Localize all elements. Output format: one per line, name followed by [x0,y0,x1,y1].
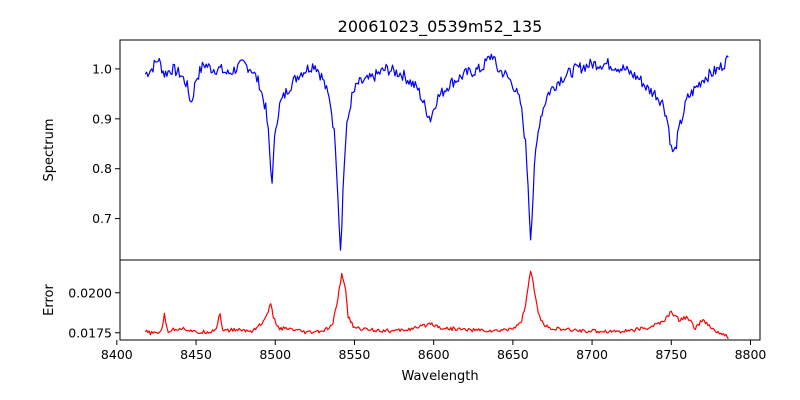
x-axis-label: Wavelength [401,369,478,384]
spectrum-series [144,53,729,251]
x-tick-label: 8700 [576,347,608,362]
error-x-ticks: 8400 8450 8500 8550 8600 8650 8700 8750 8800 [101,340,767,362]
error-y-tick-label: 0.0175 [68,325,112,340]
error-panel: 0.0175 0.0200 8400 8450 8500 8550 8600 8650 870… [42,259,767,384]
spectrum-line [144,53,729,251]
error-y-tick-label: 0.0200 [68,285,112,300]
spectrum-panel: 20061023_0539m52_135 0.7 0.8 0.9 1.0 Spectr… [42,17,761,261]
error-series [144,270,729,340]
spectrum-y-tick-label: 1.0 [92,61,112,76]
x-tick-label: 8600 [418,347,450,362]
error-y-axis-label: Error [42,284,57,316]
x-tick-label: 8800 [735,347,767,362]
x-tick-label: 8750 [655,347,687,362]
error-line [144,270,729,340]
spectrum-y-axis-label: Spectrum [42,119,57,182]
spectrum-y-tick-label: 0.7 [92,211,112,226]
x-tick-label: 8450 [180,347,212,362]
error-y-ticks: 0.0175 0.0200 [68,285,120,340]
chart-title: 20061023_0539m52_135 [338,17,543,37]
x-tick-label: 8550 [339,347,371,362]
x-tick-label: 8400 [101,347,133,362]
spectrum-y-tick-label: 0.9 [92,111,112,126]
x-tick-label: 8650 [497,347,529,362]
spectrum-y-ticks: 0.7 0.8 0.9 1.0 [92,61,120,226]
spectrum-y-tick-label: 0.8 [92,161,112,176]
x-tick-label: 8500 [259,347,291,362]
error-axes-frame [119,259,761,341]
